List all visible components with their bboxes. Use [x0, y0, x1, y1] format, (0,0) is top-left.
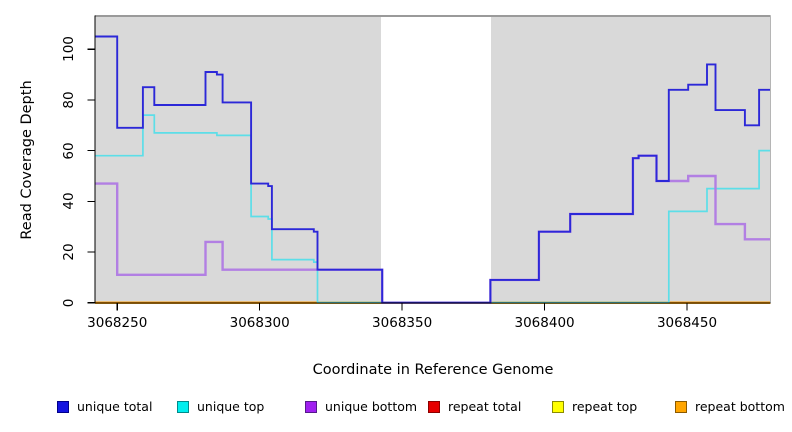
legend-item-unique-bottom: unique bottom [305, 399, 417, 414]
legend-swatch-icon [428, 400, 440, 413]
legend-label: repeat total [448, 399, 522, 414]
legend-item-repeat-bottom: repeat bottom [675, 399, 785, 414]
y-tick-label: 60 [61, 142, 77, 160]
x-tick-label: 3068300 [229, 315, 290, 331]
legend-item-unique-top: unique top [177, 399, 264, 414]
axis-ticks [87, 48, 688, 311]
x-tick-label: 3068450 [656, 315, 718, 331]
legend-swatch-icon [57, 400, 69, 413]
legend-item-unique-total: unique total [57, 399, 152, 414]
y-tick-label: 20 [61, 243, 77, 261]
legend-label: repeat top [572, 399, 638, 414]
x-tick-label: 3068400 [514, 315, 575, 331]
legend-swatch-icon [177, 400, 189, 413]
y-tick-label: 80 [61, 91, 77, 109]
y-tick-label: 100 [61, 36, 77, 63]
y-tick-label: 0 [61, 298, 77, 307]
series-unique-top-line [95, 114, 771, 304]
legend-label: repeat bottom [695, 399, 785, 414]
legend-swatch-icon [552, 400, 564, 413]
legend-swatch-icon [675, 400, 687, 413]
legend-label: unique total [77, 399, 153, 414]
legend-item-repeat-top: repeat top [552, 399, 637, 414]
legend-item-repeat-total: repeat total [428, 399, 521, 414]
legend-label: unique bottom [325, 399, 418, 414]
x-tick-label: 3068250 [87, 315, 148, 331]
x-axis-title: Coordinate in Reference Genome [312, 362, 554, 378]
legend-label: unique top [197, 399, 265, 414]
x-tick-label: 3068350 [372, 315, 433, 331]
legend-swatch-icon [305, 400, 317, 413]
y-tick-label: 40 [61, 192, 77, 210]
y-axis-title: Read Coverage Depth [19, 80, 35, 240]
no-data-band [380, 16, 492, 303]
